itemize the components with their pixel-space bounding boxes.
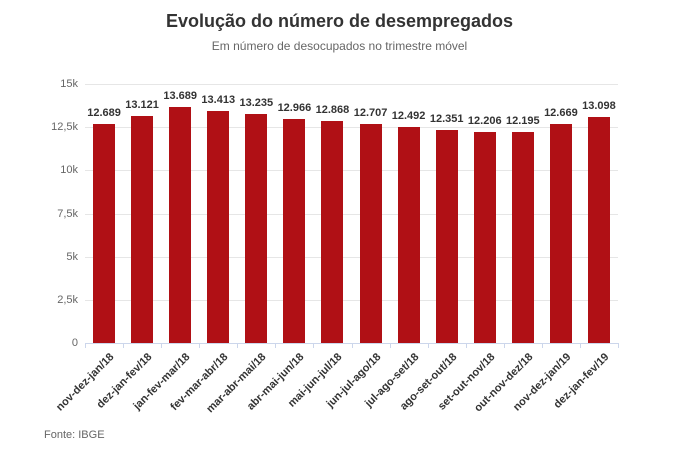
bar[interactable] [93, 123, 116, 343]
x-axis-tick [199, 343, 200, 348]
x-axis-tick [161, 343, 162, 348]
bar[interactable] [169, 106, 192, 343]
plot-area: 0 2,5k 5k 7,5k 10k 12,5k 15k 12.689 nov-dez-jan/… [51, 78, 619, 415]
bar-value-label: 13.121 [125, 99, 159, 112]
x-axis-tick [352, 343, 353, 348]
y-axis-label: 2,5k [57, 293, 78, 306]
y-gridline [85, 127, 618, 129]
bar-value-label: 12.492 [391, 110, 426, 123]
x-axis-tick [428, 343, 429, 348]
bar-value-label: 13.689 [163, 89, 197, 102]
y-gridline [85, 84, 618, 85]
y-axis-label: 10k [60, 164, 78, 177]
bar[interactable] [245, 114, 268, 343]
x-axis-tick [580, 343, 581, 348]
bar[interactable] [587, 116, 610, 343]
x-axis-tick [123, 343, 124, 348]
y-axis-label: 0 [71, 337, 78, 349]
y-gridline [85, 170, 618, 172]
x-axis-tick [85, 343, 86, 348]
bar-value-label: 12.669 [544, 107, 578, 120]
bar-value-label: 12.707 [353, 106, 388, 119]
bar[interactable] [283, 119, 306, 343]
x-axis-tick [466, 343, 467, 348]
bar[interactable] [207, 111, 230, 343]
y-axis-label: 7,5k [57, 207, 78, 220]
bar-value-label: 13.098 [582, 99, 616, 112]
bar-value-label: 12.868 [315, 103, 350, 116]
bar-value-label: 12.206 [467, 115, 502, 128]
x-axis-tick [313, 343, 314, 348]
y-axis-label: 15k [60, 78, 78, 90]
x-axis-tick [542, 343, 543, 348]
bar[interactable] [321, 120, 344, 343]
x-axis-tick [275, 343, 276, 348]
chart-subtitle: Em número de desocupados no trimestre mó… [211, 39, 468, 53]
bar[interactable] [511, 132, 534, 343]
bar-value-label: 12.966 [277, 102, 312, 115]
bar-value-label: 13.413 [201, 94, 236, 107]
bar[interactable] [397, 127, 420, 343]
x-axis-line [85, 343, 618, 344]
bar-value-label: 12.195 [505, 115, 540, 128]
bar[interactable] [131, 116, 154, 343]
y-axis-label: 5k [66, 250, 78, 263]
x-axis-tick [237, 343, 238, 348]
y-gridline [85, 299, 618, 301]
bar[interactable] [359, 123, 382, 343]
y-gridline [85, 213, 618, 215]
bar-value-label: 12.689 [87, 106, 121, 119]
source-credit: Fonte: IBGE [44, 429, 105, 441]
bar[interactable] [549, 124, 572, 343]
bar-value-label: 13.235 [239, 97, 274, 110]
y-gridline [85, 256, 618, 258]
y-axis-label: 12,5k [51, 121, 78, 134]
bar[interactable] [473, 132, 496, 343]
x-axis-tick [504, 343, 505, 348]
x-axis-tick [390, 343, 391, 348]
chart-title: Evolução do número de desempregados [165, 11, 514, 31]
bar-value-label: 12.351 [429, 112, 464, 125]
x-axis-tick [618, 343, 619, 348]
bar[interactable] [435, 129, 458, 343]
